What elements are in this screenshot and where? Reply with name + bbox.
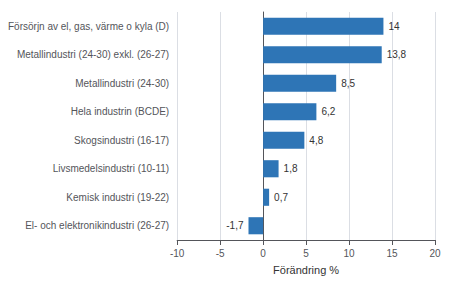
svg-text:5: 5 (303, 248, 309, 259)
svg-text:El- och elektronikindustri (26: El- och elektronikindustri (26-27) (25, 220, 169, 231)
svg-text:Hela industrin (BCDE): Hela industrin (BCDE) (71, 106, 169, 117)
svg-text:20: 20 (429, 248, 441, 259)
svg-text:-5: -5 (216, 248, 225, 259)
svg-text:15: 15 (386, 248, 398, 259)
svg-text:-1,7: -1,7 (226, 220, 244, 231)
svg-text:4,8: 4,8 (309, 135, 323, 146)
svg-text:1,8: 1,8 (284, 163, 298, 174)
svg-text:Förändring %: Förändring % (273, 264, 339, 276)
svg-text:Livsmedelsindustri (10-11): Livsmedelsindustri (10-11) (53, 163, 170, 174)
svg-text:0,7: 0,7 (274, 192, 288, 203)
svg-text:8,5: 8,5 (341, 78, 355, 89)
svg-text:Metallindustri (24-30) exkl. (: Metallindustri (24-30) exkl. (26-27) (17, 49, 169, 60)
svg-text:14: 14 (388, 21, 400, 32)
svg-text:Kemisk industri (19-22): Kemisk industri (19-22) (66, 192, 169, 203)
svg-text:Metallindustri (24-30): Metallindustri (24-30) (75, 78, 169, 89)
svg-text:0: 0 (260, 248, 266, 259)
svg-text:10: 10 (343, 248, 355, 259)
svg-text:Skogsindustri (16-17): Skogsindustri (16-17) (74, 135, 169, 146)
svg-text:6,2: 6,2 (321, 106, 335, 117)
svg-text:-10: -10 (170, 248, 185, 259)
svg-text:13,8: 13,8 (387, 49, 407, 60)
svg-text:Försörjn av el, gas, värme o k: Försörjn av el, gas, värme o kyla (D) (8, 21, 169, 32)
